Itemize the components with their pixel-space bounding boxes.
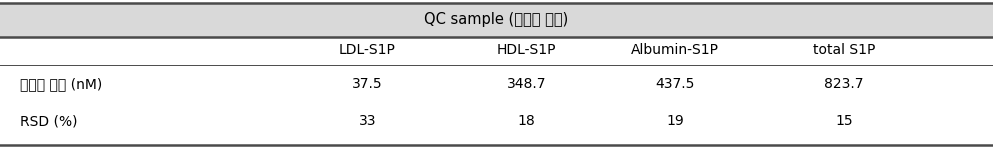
Text: 33: 33 <box>358 114 376 128</box>
Text: 823.7: 823.7 <box>824 77 864 91</box>
Text: 19: 19 <box>666 114 684 128</box>
Text: LDL-S1P: LDL-S1P <box>339 43 396 57</box>
Text: Albumin-S1P: Albumin-S1P <box>632 43 719 57</box>
Text: 15: 15 <box>835 114 853 128</box>
FancyBboxPatch shape <box>0 3 993 37</box>
Text: 437.5: 437.5 <box>655 77 695 91</box>
Text: RSD (%): RSD (%) <box>20 114 77 128</box>
Text: 37.5: 37.5 <box>353 77 382 91</box>
Text: 18: 18 <box>517 114 535 128</box>
Text: 348.7: 348.7 <box>506 77 546 91</box>
Text: total S1P: total S1P <box>813 43 875 57</box>
Text: QC sample (마우스 혁장): QC sample (마우스 혁장) <box>424 12 569 28</box>
Text: HDL-S1P: HDL-S1P <box>496 43 556 57</box>
Text: 측정값 평균 (nM): 측정값 평균 (nM) <box>20 77 102 91</box>
